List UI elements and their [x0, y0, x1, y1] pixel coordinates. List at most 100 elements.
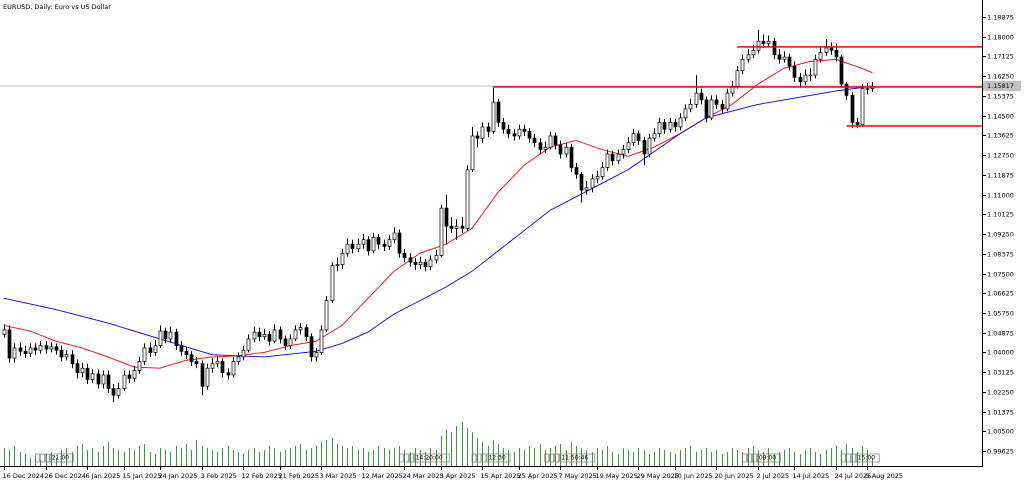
- candle-body: [590, 178, 595, 189]
- candle-body: [839, 56, 844, 85]
- candle-body: [272, 329, 277, 342]
- chart-title: EURUSD, Daily: Euro vs US Dollar: [3, 3, 111, 11]
- candle-body: [90, 373, 95, 380]
- event-flag: [549, 453, 555, 463]
- x-tick-label: 14 Jul 2025: [793, 472, 830, 480]
- y-tick-label: 1.11875: [987, 172, 1014, 180]
- candle-body: [392, 232, 397, 241]
- candle-body: [824, 47, 829, 53]
- event-box: [49, 453, 74, 463]
- candle-body: [855, 122, 860, 126]
- candle-body: [257, 331, 262, 338]
- event-flag: [398, 453, 404, 463]
- candle-body: [298, 327, 303, 331]
- x-tick-label: 5 Aug 2025: [866, 472, 904, 480]
- x-tick-label: 24 Mar 2025: [403, 472, 444, 480]
- candle-body: [475, 135, 480, 139]
- candle-body: [761, 40, 766, 44]
- x-tick-label: 16 Dec 2024: [3, 472, 45, 480]
- event-flag: [840, 453, 846, 463]
- candle-body: [803, 74, 808, 83]
- y-tick-label: 1.10125: [987, 211, 1014, 219]
- candle-body: [740, 58, 745, 71]
- y-tick-label: 1.14500: [987, 113, 1014, 121]
- x-tick-label: 3 Apr 2025: [440, 472, 476, 480]
- candle-body: [574, 167, 579, 175]
- candle-body: [480, 126, 485, 139]
- y-tick-label: 1.09250: [987, 231, 1014, 239]
- candle-body: [7, 329, 12, 359]
- candle-body: [491, 101, 496, 132]
- candle-body: [725, 92, 730, 110]
- candle-body: [558, 144, 563, 155]
- candle-body: [538, 142, 543, 150]
- candle-body: [382, 243, 387, 247]
- candle-body: [850, 95, 855, 123]
- candle-body: [122, 374, 127, 389]
- candle-body: [829, 47, 834, 51]
- candle-body: [532, 137, 537, 144]
- candle-body: [657, 122, 662, 135]
- candle-body: [33, 347, 38, 351]
- x-tick-label: 3 Feb 2025: [201, 472, 237, 480]
- candle-body: [330, 265, 335, 301]
- candle-body: [792, 65, 797, 78]
- candle-body: [470, 135, 475, 171]
- candle-body: [278, 329, 283, 340]
- candle-body: [96, 373, 101, 385]
- candle-body: [397, 232, 402, 254]
- candle-body: [439, 207, 444, 256]
- event-label: 15:00: [858, 455, 875, 462]
- x-tick-label: 26 Dec 2024: [45, 472, 87, 480]
- event-flag: [34, 453, 40, 463]
- y-tick-label: 1.08375: [987, 251, 1014, 259]
- candle-body: [688, 104, 693, 110]
- event-flag: [471, 453, 477, 463]
- candle-body: [387, 239, 392, 247]
- candle-body: [652, 133, 657, 139]
- candle-body: [818, 52, 823, 60]
- candle-body: [746, 54, 751, 60]
- candle-body: [142, 347, 147, 362]
- candle-body: [231, 361, 236, 376]
- candle-body: [506, 128, 511, 135]
- event-flag: [752, 453, 757, 463]
- event-flag: [39, 453, 45, 463]
- candle-body: [340, 252, 345, 265]
- candle-body: [704, 99, 709, 119]
- y-tick-label: 1.00500: [987, 428, 1014, 436]
- candle-body: [23, 350, 28, 354]
- candle-body: [777, 54, 782, 60]
- candle-body: [70, 354, 75, 365]
- candle-body: [38, 345, 43, 351]
- candle-body: [673, 122, 678, 128]
- last-price-label: 1.15817: [987, 82, 1014, 90]
- candle-body: [610, 153, 615, 162]
- candle-body: [116, 388, 121, 396]
- candle-body: [465, 169, 470, 229]
- candle-body: [262, 334, 267, 338]
- candle-body: [402, 252, 407, 259]
- candle-body: [127, 374, 132, 379]
- candle-body: [345, 243, 350, 254]
- candle-body: [517, 128, 522, 137]
- candle-body: [782, 56, 787, 60]
- candle-body: [860, 88, 865, 126]
- candle-body: [184, 350, 189, 356]
- event-label: 14:20:00: [416, 455, 443, 462]
- y-tick-label: 1.05750: [987, 310, 1014, 318]
- candle-body: [683, 108, 688, 119]
- candle-body: [283, 338, 288, 347]
- candle-body: [787, 56, 792, 67]
- event-box: [757, 453, 781, 463]
- x-tick-label: 12 Feb 2025: [242, 472, 282, 480]
- candle-body: [444, 207, 449, 227]
- candle-body: [335, 264, 340, 266]
- y-tick-label: 1.02250: [987, 389, 1014, 397]
- candle-body: [434, 255, 439, 261]
- candle-body: [200, 363, 205, 387]
- candle-body: [288, 338, 293, 347]
- candle-body: [631, 133, 636, 144]
